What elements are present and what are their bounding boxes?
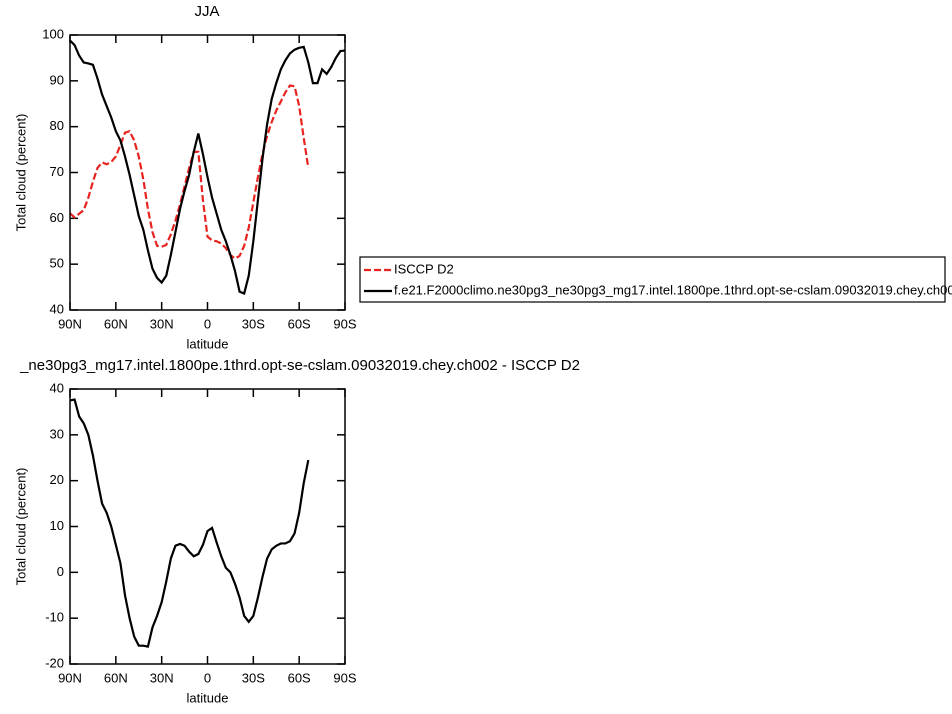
data-line xyxy=(69,398,310,648)
x-tick-label: 30N xyxy=(150,670,174,685)
y-tick-label: 0 xyxy=(57,564,64,579)
x-tick-label: 0 xyxy=(204,316,211,331)
y-tick-label: 80 xyxy=(50,118,64,133)
x-tick-label: 60N xyxy=(104,670,128,685)
chart-title: JJA xyxy=(194,3,219,20)
x-tick-label: 60S xyxy=(288,316,311,331)
y-axis-label: Total cloud (percent) xyxy=(13,114,28,232)
panel: JJA latitude Total cloud (percent) 40 50 60 70… xyxy=(13,3,356,351)
legend-label: ISCCP D2 xyxy=(394,261,454,276)
x-tick-label: 90S xyxy=(333,670,356,685)
x-tick-label: 0 xyxy=(204,670,211,685)
y-tick-label: 60 xyxy=(50,210,64,225)
x-tick-label: 30S xyxy=(242,670,265,685)
x-axis-label: latitude xyxy=(187,336,229,351)
y-tick-label: 50 xyxy=(50,256,64,271)
legend-box xyxy=(359,256,946,303)
x-axis-label: latitude xyxy=(187,690,229,705)
data-line xyxy=(69,84,310,261)
y-tick-label: 100 xyxy=(42,26,64,41)
panel: _ne30pg3_mg17.intel.1800pe.1thrd.opt-se-… xyxy=(13,357,579,705)
plot-frame xyxy=(69,34,346,311)
data-line xyxy=(69,39,346,295)
y-tick-label: 40 xyxy=(50,380,64,395)
y-axis-label: Total cloud (percent) xyxy=(13,468,28,586)
chart-title: _ne30pg3_mg17.intel.1800pe.1thrd.opt-se-… xyxy=(19,357,580,374)
x-tick-label: 30S xyxy=(242,316,265,331)
plot-frame xyxy=(69,388,346,665)
y-tick-label: 90 xyxy=(50,72,64,87)
y-tick-label: 40 xyxy=(50,301,64,316)
x-tick-label: 90N xyxy=(58,670,82,685)
x-tick-label: 90S xyxy=(333,316,356,331)
x-tick-label: 90N xyxy=(58,316,82,331)
legend-label: f.e21.F2000climo.ne30pg3_ne30pg3_mg17.in… xyxy=(394,282,952,297)
legend: ISCCP D2 f.e21.F2000climo.ne30pg3_ne30pg3… xyxy=(359,256,952,303)
y-tick-label: 30 xyxy=(50,426,64,441)
y-tick-label: 10 xyxy=(50,518,64,533)
x-tick-label: 30N xyxy=(150,316,174,331)
y-tick-label: -20 xyxy=(45,655,64,670)
y-tick-label: 20 xyxy=(50,472,64,487)
x-tick-label: 60S xyxy=(288,670,311,685)
y-tick-label: 70 xyxy=(50,164,64,179)
x-tick-label: 60N xyxy=(104,316,128,331)
y-tick-label: -10 xyxy=(45,610,64,625)
